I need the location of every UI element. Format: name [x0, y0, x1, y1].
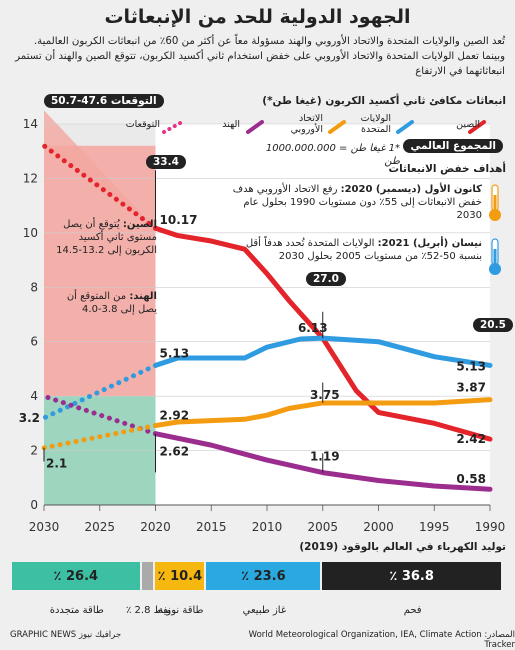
electricity-segment: 23.6 ٪	[206, 562, 321, 590]
world-total-label: المجموع العالمي	[403, 139, 503, 153]
electricity-label: نفط 2.8 ٪	[125, 605, 171, 616]
legend-china: الصين	[456, 119, 480, 130]
india-annotation-text: من المتوقع أن يصل إلى 3.8-4.0	[66, 291, 157, 315]
electricity-segment: 10.4 ٪	[155, 562, 205, 590]
value-label-china_1990: 2.42	[456, 432, 486, 446]
electricity-label: فحم	[403, 605, 422, 616]
y-tick-label: 4	[30, 389, 38, 403]
legend-swatch	[246, 120, 264, 134]
y-tick-label: 0	[30, 498, 38, 512]
value-label-us_2020: 5.13	[160, 346, 190, 360]
targets-header: أهداف خفض الانبعاثات	[388, 163, 506, 175]
world-1990-pill: 20.5	[473, 318, 513, 332]
electricity-segment: 36.8 ٪	[322, 562, 501, 590]
x-tick-label: 2030	[29, 520, 60, 534]
value-label-us_1990: 5.13	[456, 359, 486, 373]
series-line	[153, 397, 493, 429]
y-tick-label: 14	[23, 117, 38, 131]
forecast-line	[41, 423, 158, 451]
thermometer-orange-icon	[489, 184, 501, 221]
y-tick-label: 10	[23, 226, 38, 240]
x-tick-label: 2000	[363, 520, 394, 534]
value-label-china_2005: 6.13	[298, 321, 328, 335]
india-annotation-name: الهند:	[129, 291, 157, 302]
legend-swatch	[396, 120, 414, 134]
us-target: نيسان (أبريل) 2021: الولايات المتحدة تُح…	[230, 237, 482, 263]
us-target-text: الولايات المتحدة تُحدد هدفاً أقل بنسبة 5…	[245, 238, 482, 262]
value-label-eu_1990: 3.87	[456, 381, 486, 395]
sources: المصادر: World Meteorological Organizati…	[248, 630, 515, 650]
x-tick-label: 2010	[252, 520, 283, 534]
y-tick-label: 2	[30, 444, 38, 458]
india-annotation: الهند: من المتوقع أن يصل إلى 3.8-4.0	[52, 290, 157, 316]
legend-swatch	[328, 120, 346, 134]
series-line	[153, 225, 493, 442]
value-label-india_1990: 0.58	[456, 472, 486, 486]
forecast-line	[41, 393, 158, 437]
legend-swatch	[468, 120, 486, 134]
value-label-china_2020: 10.17	[160, 213, 198, 227]
eu-target-date: كانون الأول (ديسمبر) 2020:	[340, 184, 482, 195]
y-tick-label: 12	[23, 171, 38, 185]
gigaton-note: *1 غيغا طن = 1000.000.000 طن	[265, 143, 400, 167]
y-tick-label: 8	[30, 280, 38, 294]
forecast-line	[41, 143, 158, 231]
thermometer-blue-icon	[489, 238, 501, 275]
x-tick-label: 2005	[307, 520, 338, 534]
value-label-eu_2005: 3.75	[310, 388, 340, 402]
x-tick-label: 1995	[419, 520, 450, 534]
world-2020-pill: 33.4	[146, 155, 186, 169]
us-target-date: نيسان (أبريل) 2021:	[377, 238, 482, 249]
eu-target: كانون الأول (ديسمبر) 2020: رفع الاتحاد ا…	[230, 183, 482, 222]
legend-title: انبعاثات مكافئ ثاني أكسيد الكربون (غيغا …	[262, 95, 506, 107]
china-annotation-text: يُتوقع أن يصل مستوى ثاني أكسيد الكربون إ…	[56, 219, 157, 256]
legend-eu: الاتحاد الأوروبي	[290, 113, 323, 135]
electricity-label: طاقة نووية	[158, 605, 204, 616]
legend-swatch-forecast	[162, 120, 184, 134]
electricity-label: طاقة متجددة	[49, 605, 104, 616]
forecast-badge: التوقعات 47.6-50.7	[44, 94, 164, 108]
x-tick-label: 1990	[475, 520, 506, 534]
eu-target-text: رفع الاتحاد الأوروبي هدف خفض الانبعاثات …	[232, 184, 482, 221]
china-forecast-fill	[44, 145, 156, 397]
value-label-india_2030: 2.1	[46, 456, 67, 470]
value-label-eu_2020: 2.92	[160, 409, 190, 423]
legend-us: الولايات المتحدة	[360, 113, 391, 135]
electricity-segment	[141, 562, 154, 590]
electricity-title: توليد الكهرباء في العالم بالوقود (2019)	[299, 541, 506, 553]
electricity-segment: 26.4 ٪	[12, 562, 140, 590]
y-tick-label: 6	[30, 335, 38, 349]
x-tick-label: 2015	[196, 520, 227, 534]
chart-subtitle: تُعد الصين والولايات المتحدة والاتحاد ال…	[15, 36, 505, 77]
china-annotation: الصين: يُتوقع أن يصل مستوى ثاني أكسيد ال…	[52, 218, 157, 257]
series-line	[153, 335, 493, 368]
electricity-label: غاز طبيعي	[242, 605, 287, 616]
value-label-india_2005: 1.19	[310, 450, 340, 464]
x-tick-label: 2025	[84, 520, 115, 534]
world-2005-pill: 27.0	[306, 272, 346, 286]
china-annotation-name: الصين:	[122, 219, 157, 230]
value-label-india_2020: 2.62	[160, 445, 190, 459]
value-label-us_2030: 3.2	[19, 411, 40, 425]
legend-india: الهند	[222, 119, 240, 130]
credit: جرافيك نيوز GRAPHIC NEWS	[10, 630, 122, 640]
legend-forecast: التوقعات	[125, 119, 160, 130]
chart-title: الجهود الدولية للحد من الإنبعاثات	[104, 6, 411, 28]
x-tick-label: 2020	[140, 520, 171, 534]
